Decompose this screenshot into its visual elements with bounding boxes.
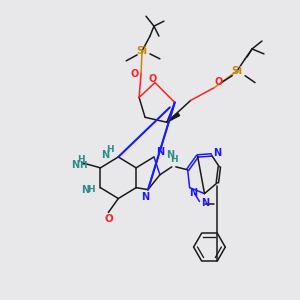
Text: N: N bbox=[201, 199, 209, 208]
Text: N: N bbox=[101, 150, 110, 160]
Text: O: O bbox=[130, 69, 138, 79]
Text: O: O bbox=[214, 76, 223, 87]
Text: H: H bbox=[77, 155, 85, 164]
Text: N: N bbox=[213, 148, 221, 158]
Text: N: N bbox=[141, 192, 149, 202]
Text: H: H bbox=[170, 155, 178, 164]
Text: N: N bbox=[166, 150, 174, 160]
Text: O: O bbox=[104, 214, 113, 224]
Text: H: H bbox=[79, 161, 86, 170]
Text: Si: Si bbox=[136, 46, 148, 56]
Text: N: N bbox=[156, 147, 164, 157]
Text: Si: Si bbox=[232, 66, 243, 76]
Text: H: H bbox=[106, 146, 114, 154]
Text: O: O bbox=[149, 74, 157, 84]
Text: H: H bbox=[87, 185, 94, 194]
Text: N: N bbox=[190, 188, 198, 198]
Text: N: N bbox=[82, 184, 90, 195]
Text: N: N bbox=[70, 160, 79, 170]
Polygon shape bbox=[167, 113, 180, 122]
